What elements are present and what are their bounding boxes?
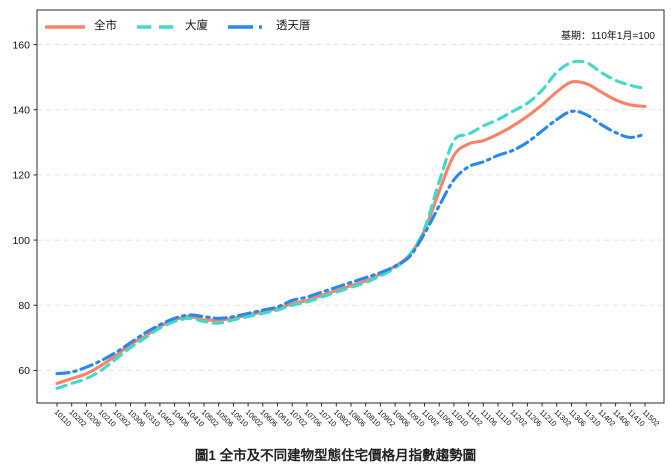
legend-line-sample-dashed-icon xyxy=(137,25,175,29)
y-tick-label: 140 xyxy=(12,105,30,117)
chart-plot-svg: 6080100120140160101101020210206102101030… xyxy=(12,9,665,429)
legend-line-sample-solid-icon xyxy=(45,25,85,29)
plot-border xyxy=(36,9,665,404)
legend-item-townhouse: 透天厝 xyxy=(227,21,311,33)
base-period-note: 基期：110年1月=100 xyxy=(560,31,655,42)
legend-line-sample-dashdot-icon xyxy=(228,25,266,29)
series-line-1 xyxy=(55,59,647,390)
legend-label-townhouse: 透天厝 xyxy=(276,20,311,33)
legend: 全市 大廈 透天厝 xyxy=(45,21,311,33)
y-tick-label: 100 xyxy=(12,235,30,247)
legend-item-building: 大廈 xyxy=(136,21,208,33)
y-tick-label: 60 xyxy=(18,365,30,377)
y-tick-label: 120 xyxy=(12,170,30,182)
y-tick-label: 160 xyxy=(12,39,30,51)
y-tick-label: 80 xyxy=(18,300,30,312)
legend-label-building: 大廈 xyxy=(185,20,208,33)
series-line-2 xyxy=(55,109,647,376)
chart-caption: 圖1 全市及不同建物型態住宅價格月指數趨勢圖 xyxy=(194,448,477,463)
legend-label-city: 全市 xyxy=(94,20,117,33)
legend-item-city: 全市 xyxy=(45,21,117,33)
